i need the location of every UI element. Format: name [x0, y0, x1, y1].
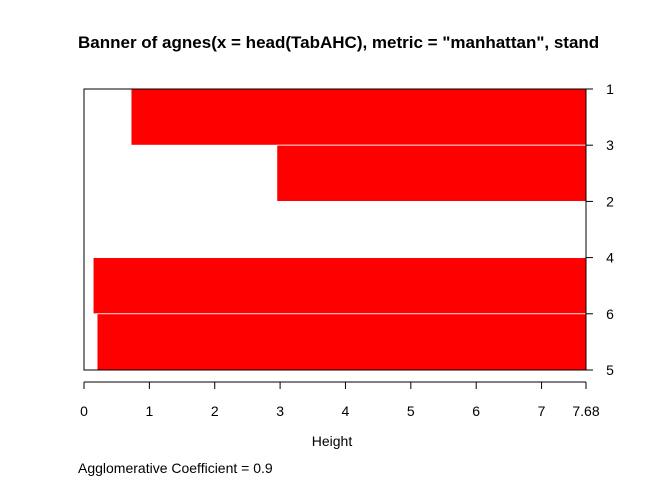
banner-bar: [92, 257, 587, 315]
height-tick-label: 7.68: [572, 403, 599, 419]
observation-tick-label: 4: [606, 250, 614, 266]
height-tick-label: 5: [407, 403, 415, 419]
banner-bar: [130, 88, 587, 146]
agglomerative-coefficient: Agglomerative Coefficient = 0.9: [78, 460, 273, 476]
observation-tick-label: 3: [606, 137, 614, 153]
observation-tick-label: 1: [606, 81, 614, 97]
height-tick-label: 3: [276, 403, 284, 419]
x-axis-label: Height: [312, 433, 353, 449]
height-tick-label: 2: [211, 403, 219, 419]
height-axis: 0 1 2 3 4 5 6 7 7.68: [80, 381, 600, 419]
banner-bar: [96, 313, 587, 371]
height-tick-label: 4: [342, 403, 350, 419]
banner-bar: [276, 144, 587, 202]
banner-bars: [92, 88, 587, 371]
chart-title: Banner of agnes(x = head(TabAHC), metric…: [78, 33, 599, 52]
height-tick-label: 7: [538, 403, 546, 419]
height-tick-label: 6: [472, 403, 480, 419]
observation-tick-label: 6: [606, 306, 614, 322]
observation-axis: 1 3 2 4 6 5: [586, 81, 614, 378]
observation-tick-label: 2: [606, 193, 614, 209]
height-tick-label: 0: [80, 403, 88, 419]
observation-tick-label: 5: [606, 362, 614, 378]
height-tick-label: 1: [145, 403, 153, 419]
plot-frame: [83, 88, 587, 371]
